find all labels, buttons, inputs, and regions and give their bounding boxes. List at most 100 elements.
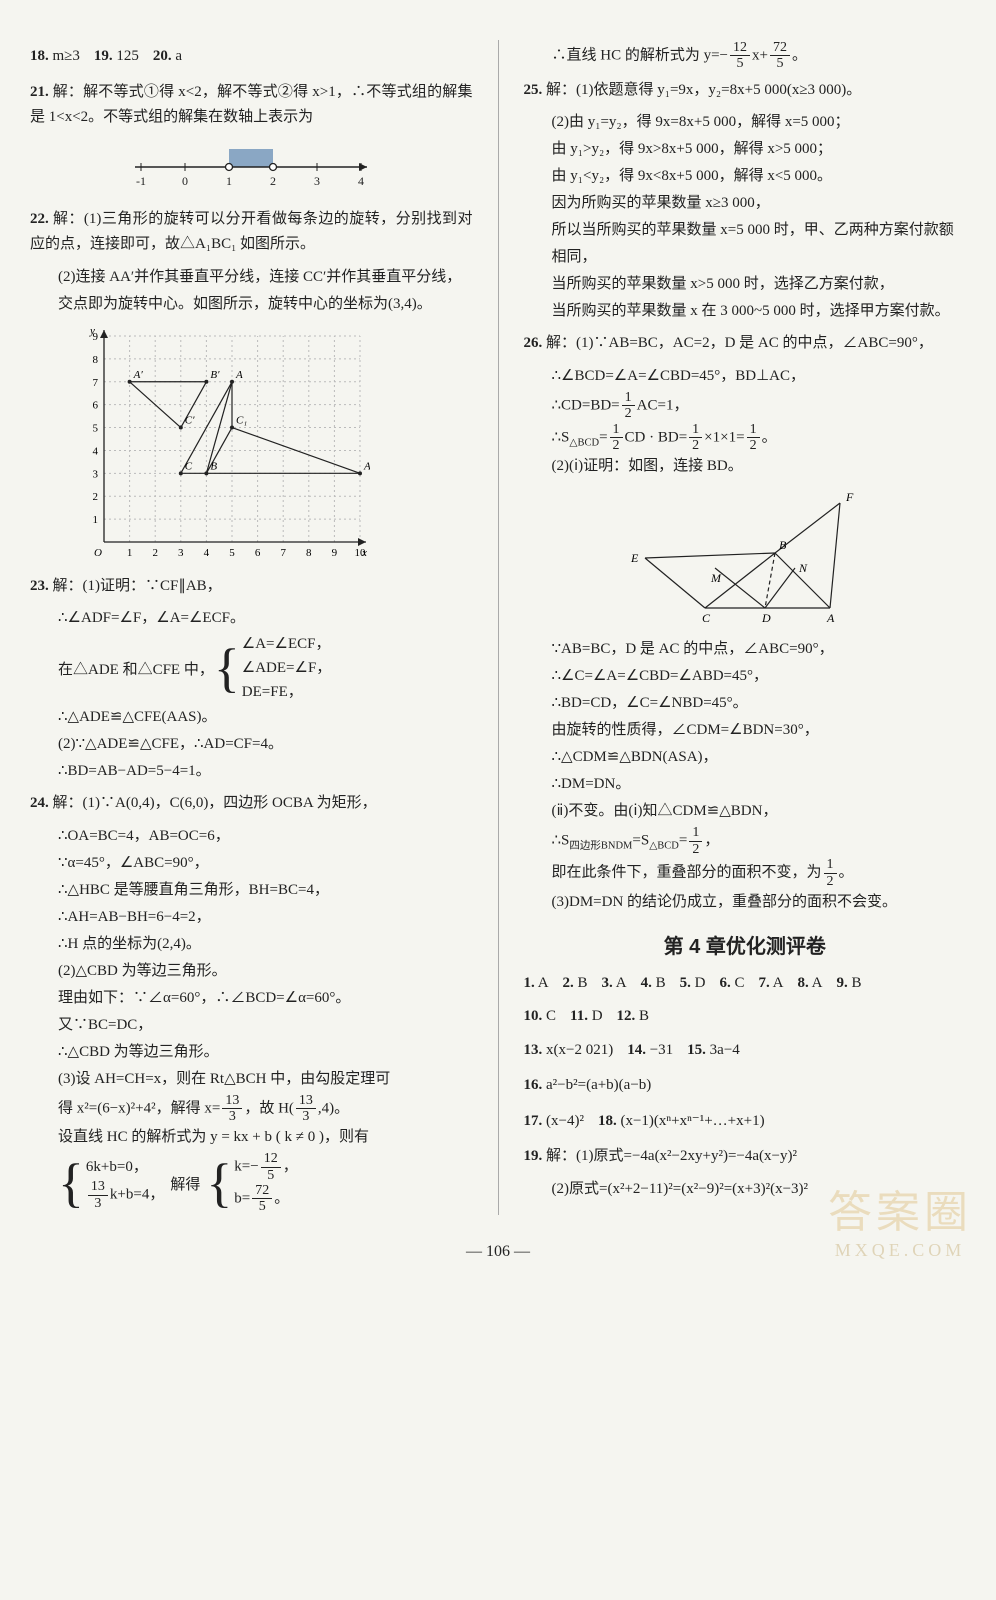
svg-text:E: E [630, 551, 639, 565]
svg-text:8: 8 [93, 353, 99, 365]
geometry-figure: ECDABFMN [625, 488, 865, 628]
svg-text:y: y [89, 326, 95, 337]
q23-p6: ∴BD=AB−AD=5−4=1。 [30, 758, 473, 785]
svg-text:B′: B′ [210, 368, 220, 380]
q24-p11: (3)设 AH=CH=x，则在 Rt△BCH 中，由勾股定理可 [30, 1066, 473, 1093]
q24-system: { 6k+b=0， 133k+b=4， 解得 { k=−125， b=725。 [58, 1151, 473, 1215]
q23-p5: (2)∵△ADE≌△CFE，∴AD=CF=4。 [30, 731, 473, 758]
q26b-p6: ∴DM=DN。 [524, 771, 967, 798]
svg-text:C₁: C₁ [236, 414, 247, 426]
svg-text:x: x [361, 547, 367, 559]
svg-text:M: M [710, 571, 722, 585]
svg-text:N: N [798, 561, 808, 575]
q24-p5: ∴AH=AB−BH=6−4=2， [30, 904, 473, 931]
q24-p3: ∵α=45°，∠ABC=90°， [30, 850, 473, 877]
q25-p8: 当所购买的苹果数量 x 在 3 000~5 000 时，选择甲方案付款。 [524, 298, 967, 325]
coordinate-chart: 12345678910123456789OxyABCA₁C₁A′B′C′ [70, 326, 370, 566]
q24-p4: ∴△HBC 是等腰直角三角形，BH=BC=4， [30, 877, 473, 904]
q26-p4: ∴S△BCD=12CD · BD=12×1×1=12。 [524, 422, 967, 454]
svg-text:2: 2 [270, 174, 276, 188]
q24-p7: (2)△CBD 为等边三角形。 [30, 958, 473, 985]
svg-text:4: 4 [93, 445, 99, 457]
row-17-18: 17. (x−4)² 18. (x−1)(xⁿ+xⁿ⁻¹+…+x+1) [524, 1105, 967, 1139]
svg-text:3: 3 [178, 547, 184, 559]
q19: 19. 125 [94, 44, 139, 70]
q24-p13: 设直线 HC 的解析式为 y = kx + b ( k ≠ 0 )，则有 [30, 1124, 473, 1151]
mc-row1: 1. A 2. B 3. A 4. B 5. D 6. C 7. A 8. A … [524, 967, 967, 1001]
q26-p2: ∴∠BCD=∠A=∠CBD=45°，BD⊥AC， [524, 363, 967, 390]
q26b-p1: ∵AB=BC，D 是 AC 的中点，∠ABC=90°， [524, 636, 967, 663]
svg-text:F: F [845, 490, 854, 504]
q25-p6: 所以当所购买的苹果数量 x=5 000 时，甲、乙两种方案付款额相同， [524, 217, 967, 271]
q19r-p1: 19. 解：(1)原式=−4a(x²−2xy+y²)=−4a(x−y)² [524, 1144, 967, 1170]
svg-text:9: 9 [332, 547, 338, 559]
column-divider [498, 40, 499, 1215]
left-column: 18. m≥3 19. 125 20. a 21. 解：解不等式①得 x<2，解… [30, 40, 473, 1215]
q25-p4: 由 y₁<y₂，得 9x<8x+5 000，解得 x<5 000。 [524, 163, 967, 190]
svg-text:4: 4 [204, 547, 210, 559]
svg-text:B: B [210, 460, 217, 472]
svg-text:A₁: A₁ [363, 460, 370, 472]
q25-p5: 因为所购买的苹果数量 x≥3 000， [524, 190, 967, 217]
svg-text:7: 7 [280, 547, 286, 559]
svg-text:0: 0 [182, 174, 188, 188]
q25-p7: 当所购买的苹果数量 x>5 000 时，选择乙方案付款， [524, 271, 967, 298]
q24-p2: ∴OA=BC=4，AB=OC=6， [30, 823, 473, 850]
svg-text:C: C [185, 460, 193, 472]
svg-text:-1: -1 [136, 174, 146, 188]
svg-text:1: 1 [127, 547, 133, 559]
svg-text:5: 5 [229, 547, 235, 559]
q21: 21. 解：解不等式①得 x<2，解不等式②得 x>1，∴不等式组的解集是 1<… [30, 80, 473, 131]
q24-p12: 得 x²=(6−x)²+4²，解得 x=133，故 H(133,4)。 [30, 1093, 473, 1125]
row-13-15: 13. x(x−2 021) 14. −31 15. 3a−4 [524, 1034, 967, 1068]
svg-text:4: 4 [358, 174, 364, 188]
q26b-p5: ∴△CDM≌△BDN(ASA)， [524, 744, 967, 771]
svg-text:A: A [826, 611, 835, 625]
svg-text:3: 3 [93, 468, 99, 480]
q25-p3: 由 y₁>y₂，得 9x>8x+5 000，解得 x>5 000； [524, 136, 967, 163]
q24-p10: ∴△CBD 为等边三角形。 [30, 1039, 473, 1066]
q23-p2: ∴∠ADF=∠F，∠A=∠ECF。 [30, 605, 473, 632]
svg-text:1: 1 [93, 514, 99, 526]
q23-cases: 在△ADE 和△CFE 中， { ∠A=∠ECF， ∠ADE=∠F， DE=FE… [58, 632, 473, 704]
svg-text:8: 8 [306, 547, 312, 559]
svg-text:3: 3 [314, 174, 320, 188]
q20: 20. a [153, 44, 182, 70]
q24-p9: 又∵BC=DC， [30, 1012, 473, 1039]
svg-text:C′: C′ [185, 414, 195, 426]
q23-p4: ∴△ADE≌△CFE(AAS)。 [30, 704, 473, 731]
page-number: — 106 — [0, 1235, 996, 1281]
svg-text:2: 2 [152, 547, 158, 559]
mc-row2: 10. C 11. D 12. B [524, 1000, 967, 1034]
q26b-p2: ∴∠C=∠A=∠CBD=∠ABD=45°， [524, 663, 967, 690]
svg-text:7: 7 [93, 376, 99, 388]
q24-p6: ∴H 点的坐标为(2,4)。 [30, 931, 473, 958]
svg-text:A: A [235, 368, 243, 380]
svg-text:5: 5 [93, 422, 99, 434]
q23-p1: 23. 解：(1)证明：∵CF∥AB， [30, 574, 473, 600]
q26-p1: 26. 解：(1)∵AB=BC，AC=2，D 是 AC 的中点，∠ABC=90°… [524, 331, 967, 357]
q22-p1: 22. 解：(1)三角形的旋转可以分开看做每条边的旋转，分别找到对应的点，连接即… [30, 207, 473, 258]
q24-cont: ∴直线 HC 的解析式为 y=−125x+725。 [524, 40, 967, 72]
svg-text:C: C [702, 611, 711, 625]
svg-text:2: 2 [93, 491, 99, 503]
svg-text:A′: A′ [133, 368, 144, 380]
q26b-p7: (ⅱ)不变。由(ⅰ)知△CDM≌△BDN， [524, 798, 967, 825]
q26b-p8: ∴S四边形BNDM=S△BCD=12， [524, 825, 967, 857]
q22-p2: (2)连接 AA′并作其垂直平分线，连接 CC′并作其垂直平分线，交点即为旋转中… [30, 264, 473, 318]
q25-p2: (2)由 y₁=y₂，得 9x=8x+5 000，解得 x=5 000； [524, 109, 967, 136]
q26-p3: ∴CD=BD=12AC=1， [524, 390, 967, 422]
numberline-figure: -1 0 1 2 3 4 [121, 139, 381, 199]
q26b-p10: (3)DM=DN 的结论仍成立，重叠部分的面积不会变。 [524, 889, 967, 916]
q19r-p2: (2)原式=(x²+2−11)²=(x²−9)²=(x+3)²(x−3)² [524, 1176, 967, 1203]
svg-text:B: B [779, 538, 787, 552]
q24-p1: 24. 解：(1)∵A(0,4)，C(6,0)，四边形 OCBA 为矩形， [30, 791, 473, 817]
svg-text:1: 1 [226, 174, 232, 188]
right-column: ∴直线 HC 的解析式为 y=−125x+725。 25. 解：(1)依题意得 … [524, 40, 967, 1215]
q25-p1: 25. 解：(1)依题意得 y₁=9x，y₂=8x+5 000(x≥3 000)… [524, 78, 967, 104]
q16r: 16. a²−b²=(a+b)(a−b) [524, 1073, 967, 1099]
svg-text:6: 6 [93, 399, 99, 411]
q18: 18. m≥3 [30, 44, 80, 70]
q26b-p4: 由旋转的性质得，∠CDM=∠BDN=30°， [524, 717, 967, 744]
q26-p5: (2)(ⅰ)证明：如图，连接 BD。 [524, 453, 967, 480]
